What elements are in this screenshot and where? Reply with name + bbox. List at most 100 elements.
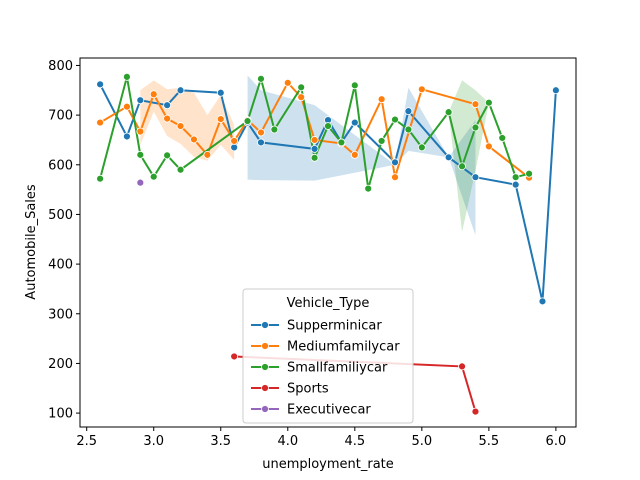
smallfamiliycar-point — [337, 138, 346, 147]
y-axis-label: Automobile_Sales — [24, 184, 39, 300]
smallfamiliycar-point — [310, 153, 319, 162]
supperminicar-point — [350, 118, 359, 127]
supperminicar-point — [123, 132, 131, 141]
smallfamiliycar-point — [96, 174, 105, 183]
smallfamiliycar-point — [297, 83, 306, 92]
legend-swatch-marker — [261, 342, 269, 350]
y-tick-label: 800 — [48, 59, 73, 74]
smallfamiliycar-point — [364, 184, 373, 193]
smallfamiliycar-point — [484, 98, 493, 107]
y-tick-label: 700 — [48, 109, 73, 124]
x-tick-label: 3.5 — [210, 434, 231, 449]
sports-point — [458, 362, 466, 371]
supperminicar-point — [471, 173, 480, 182]
confidence-bands — [140, 75, 489, 236]
smallfamiliycar-band — [448, 80, 489, 232]
smallfamiliycar-point — [511, 173, 520, 182]
legend-swatch-marker — [261, 384, 269, 392]
supperminicar-point — [136, 96, 145, 105]
smallfamiliycar-point — [525, 169, 533, 178]
supperminicar-point — [511, 180, 520, 189]
legend-box — [242, 288, 414, 424]
mediumfamilycar-band — [140, 80, 235, 161]
mediumfamilycar-point — [377, 95, 386, 104]
smallfamiliycar-point — [176, 165, 185, 174]
x-tick-label: 6.0 — [546, 434, 567, 449]
x-axis: 2.5 3.0 3.5 4.0 4.5 5.0 5.5 6.0 — [76, 427, 566, 449]
supperminicar-point — [391, 158, 399, 167]
supperminicar-point — [96, 80, 105, 89]
smallfamiliycar-point — [257, 74, 265, 83]
x-tick-label: 4.5 — [344, 434, 365, 449]
legend-swatch-marker — [261, 321, 269, 329]
mediumfamilycar-point — [471, 100, 480, 109]
smallfamiliycar-point — [324, 122, 332, 130]
smallfamiliycar-point — [444, 108, 453, 117]
smallfamiliycar-point — [149, 172, 158, 181]
y-tick-label: 500 — [48, 208, 73, 223]
smallfamiliycar-point — [377, 137, 386, 145]
legend: Vehicle_Type Supperminicar Mediumfamilycar… — [242, 288, 414, 424]
legend-swatch-marker — [261, 363, 269, 371]
plot-frame — [79, 57, 577, 428]
x-tick-label: 2.5 — [76, 434, 97, 449]
smallfamiliycar-point — [350, 81, 359, 90]
smallfamiliycar-point — [391, 115, 399, 124]
legend-entry-label: Smallfamiliycar — [287, 361, 388, 376]
x-tick-label: 5.5 — [479, 434, 500, 449]
y-tick-label: 400 — [48, 258, 73, 273]
legend-entry-label: Mediumfamilycar — [287, 340, 400, 355]
mediumfamilycar-point — [417, 85, 426, 94]
smallfamiliycar-point — [458, 162, 466, 171]
legend-title: Vehicle_Type — [287, 296, 370, 311]
mediumfamilycar-point — [216, 115, 225, 123]
x-axis-label: unemployment_rate — [262, 457, 394, 472]
executivecar-point — [136, 178, 145, 187]
smallfamiliycar-point — [417, 143, 426, 152]
y-tick-label: 300 — [48, 307, 73, 322]
legend-entry-label: Executivecar — [287, 403, 371, 418]
supperminicar-point — [444, 153, 453, 162]
mediumfamilycar-point — [391, 173, 399, 182]
sports-point — [230, 352, 239, 361]
x-tick-label: 5.0 — [411, 434, 432, 449]
legend-swatch-marker — [261, 405, 269, 413]
mediumfamilycar-point — [190, 135, 198, 144]
y-tick-label: 600 — [48, 158, 73, 173]
supperminicar-point — [310, 144, 319, 153]
mediumfamilycar-point — [484, 142, 493, 151]
mediumfamilycar-point — [230, 137, 239, 145]
supperminicar-point — [538, 297, 547, 306]
smallfamiliycar-point — [270, 125, 279, 134]
legend-entry-label: Sports — [287, 382, 329, 397]
supperminicar-point — [163, 101, 172, 110]
mediumfamilycar-point — [149, 90, 158, 99]
smallfamiliycar-point — [123, 72, 131, 81]
supperminicar-point — [230, 143, 239, 152]
x-tick-label: 3.0 — [143, 434, 164, 449]
mediumfamilycar-point — [136, 127, 145, 136]
mediumfamilycar-point — [350, 150, 359, 159]
mediumfamilycar-point — [257, 128, 265, 137]
supperminicar-point — [404, 107, 413, 116]
mediumfamilycar-point — [203, 150, 212, 159]
supperminicar-point — [216, 88, 225, 97]
smallfamiliycar-point — [471, 123, 480, 132]
legend-entry-label: Supperminicar — [287, 319, 382, 334]
smallfamiliycar-point — [404, 125, 413, 134]
smallfamiliycar-point — [136, 150, 145, 159]
supperminicar-band — [247, 75, 476, 236]
y-tick-label: 100 — [48, 407, 73, 422]
y-tick-label: 200 — [48, 357, 73, 372]
sports-point — [471, 407, 480, 416]
mediumfamilycar-point — [297, 93, 306, 102]
mediumfamilycar-point — [176, 122, 185, 130]
supperminicar-point — [551, 86, 560, 95]
smallfamiliycar-point — [243, 117, 252, 125]
supperminicar-point — [176, 86, 185, 95]
series-markers — [96, 72, 560, 416]
mediumfamilycar-point — [310, 136, 319, 144]
smallfamiliycar-point — [498, 134, 507, 142]
mediumfamilycar-point — [123, 102, 131, 111]
